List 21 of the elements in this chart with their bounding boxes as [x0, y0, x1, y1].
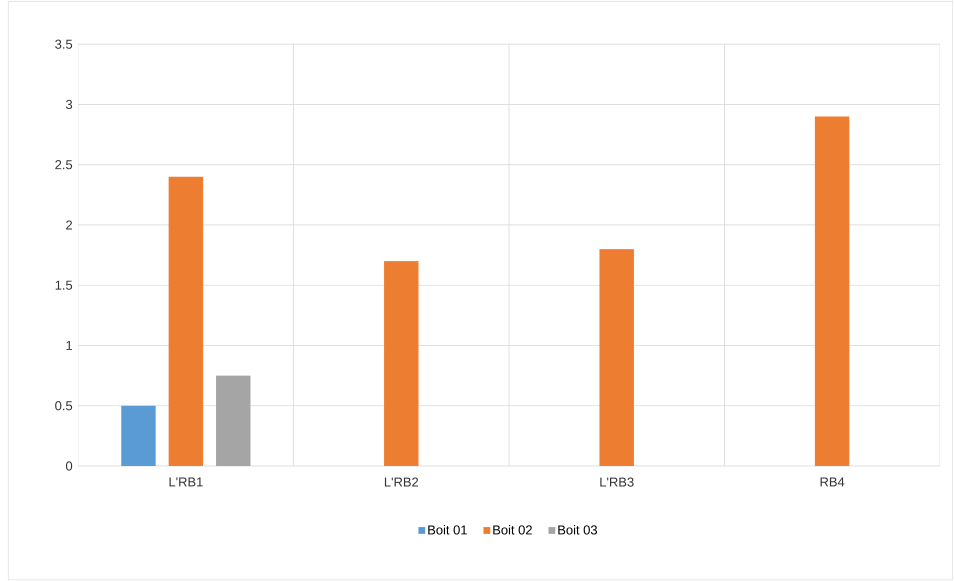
x-tick-label: L'RB2	[384, 477, 418, 486]
bar	[121, 406, 156, 466]
x-tick-label: L'RB3	[600, 477, 634, 487]
legend-label: Boit 01	[428, 524, 467, 534]
y-tick-label: 3	[66, 100, 72, 109]
bar	[384, 261, 419, 466]
x-tick-label: RB4	[820, 477, 844, 486]
y-tick-label: 1.5	[56, 280, 72, 290]
y-tick-label: 0.5	[55, 401, 72, 410]
y-tick-label: 2.5	[55, 160, 72, 170]
legend-label: Boit 03	[558, 524, 597, 534]
bar	[599, 248, 634, 466]
y-tick-label: 3.5	[55, 40, 72, 49]
y-tick-label: 1	[66, 340, 72, 350]
bar	[168, 176, 204, 466]
legend-label: Boit 02	[493, 524, 532, 534]
bar	[216, 376, 250, 466]
y-tick-label: 2	[66, 220, 72, 230]
x-tick-label: L'RB1	[170, 477, 203, 486]
bar	[814, 116, 850, 466]
y-tick-label: 0	[66, 461, 72, 471]
